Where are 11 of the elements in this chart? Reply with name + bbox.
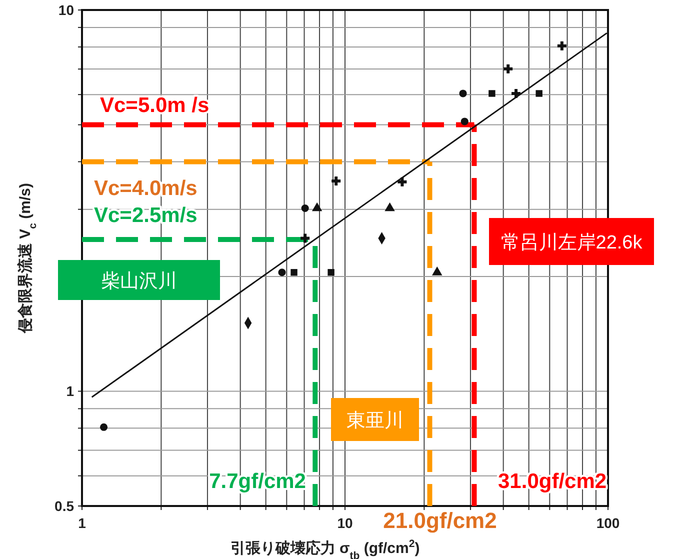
y-tick-label: 10 [58, 2, 74, 18]
x-tick-label: 1 [78, 515, 86, 531]
y-tick-label: 0.5 [54, 498, 74, 514]
annotation: 常呂川左岸22.6k [500, 232, 643, 254]
annotation: 柴山沢川 [101, 271, 177, 292]
y-tick-label: 1 [66, 383, 74, 400]
annotation: 東亜川 [346, 410, 404, 432]
x-axis-title: 引張り破壊応力 σ$_{tb}$ (gf/cm$^{2}$) [230, 538, 420, 559]
ref-line-label: 21.0gf/cm2 [383, 508, 497, 533]
x-tick-label: 100 [596, 515, 620, 531]
x-tick-label: 10 [337, 515, 353, 531]
